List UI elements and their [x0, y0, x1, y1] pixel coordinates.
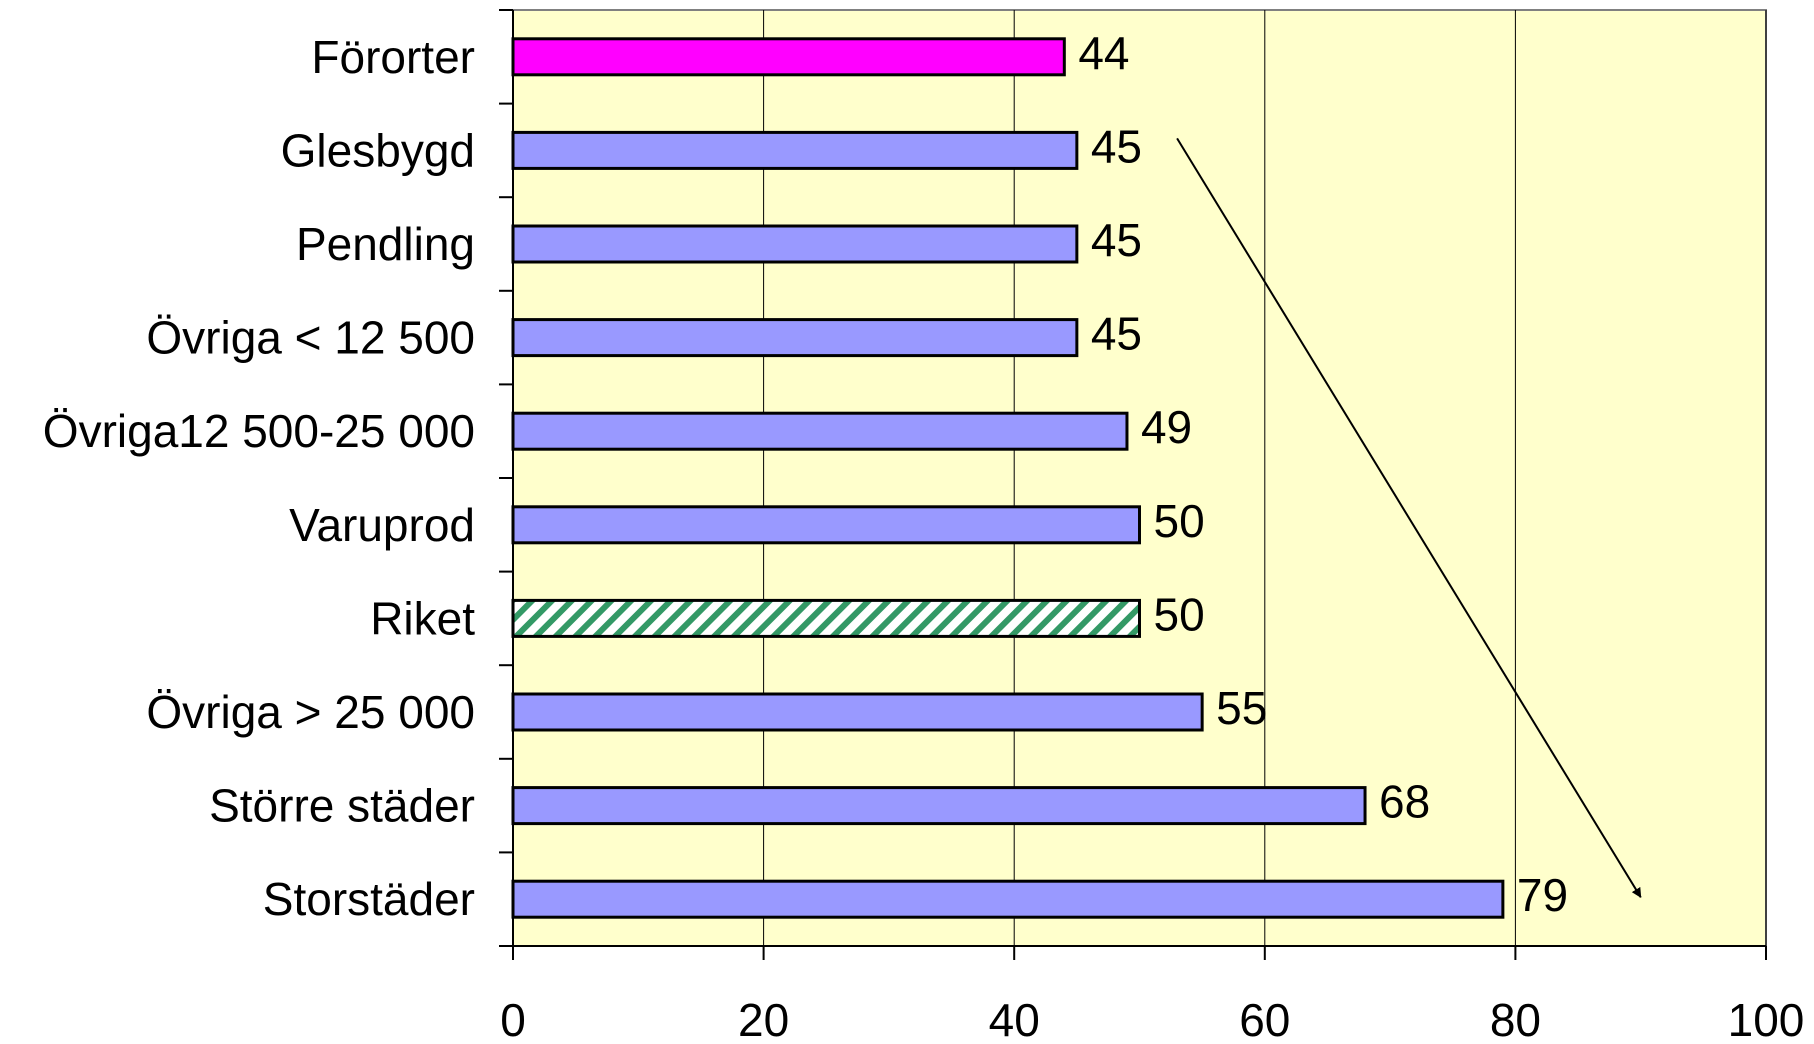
data-label-4: 45 — [1091, 308, 1142, 360]
category-label-1: Förorter — [311, 31, 475, 83]
category-label-2: Glesbygd — [281, 124, 475, 176]
bar-1 — [511, 37, 1066, 77]
data-label-2: 45 — [1091, 120, 1142, 172]
annotations — [1176, 137, 1642, 899]
trend-arrow — [1176, 137, 1642, 899]
data-label-1: 44 — [1078, 27, 1129, 79]
data-label-5: 49 — [1141, 401, 1192, 453]
category-label-9: Större städer — [209, 780, 475, 832]
x-tick-label-20: 20 — [738, 994, 789, 1039]
category-label-10: Storstäder — [263, 873, 475, 925]
x-tick-label-80: 80 — [1490, 994, 1541, 1039]
category-label-8: Övriga > 25 000 — [146, 686, 475, 738]
x-tick-label-60: 60 — [1239, 994, 1290, 1039]
bar-3 — [511, 224, 1079, 264]
bar-9 — [511, 786, 1367, 826]
data-label-9: 68 — [1379, 776, 1430, 828]
bar-2 — [511, 130, 1079, 170]
bar-4 — [511, 318, 1079, 358]
bar-5 — [511, 411, 1129, 451]
x-tick-label-40: 40 — [989, 994, 1040, 1039]
x-tick-label-0: 0 — [500, 994, 526, 1039]
category-label-6: Varuprod — [289, 499, 475, 551]
bar-6 — [511, 505, 1141, 545]
data-label-6: 50 — [1154, 495, 1205, 547]
bar-7 — [511, 598, 1141, 638]
data-label-10: 79 — [1517, 869, 1568, 921]
labels: Förorter 44 Glesbygd 45 Pendling 45 Övriga < 1… — [43, 27, 1568, 925]
data-label-7: 50 — [1154, 588, 1205, 640]
category-label-3: Pendling — [296, 218, 475, 270]
category-label-7: Riket — [370, 592, 475, 644]
category-label-5: Övriga12 500-25 000 — [43, 405, 475, 457]
data-label-3: 45 — [1091, 214, 1142, 266]
bar-8 — [511, 692, 1204, 732]
bar-10 — [511, 879, 1505, 919]
bars — [511, 37, 1505, 919]
x-tick-label-100: 100 — [1728, 994, 1805, 1039]
category-label-4: Övriga < 12 500 — [146, 312, 475, 364]
data-label-8: 55 — [1216, 682, 1267, 734]
